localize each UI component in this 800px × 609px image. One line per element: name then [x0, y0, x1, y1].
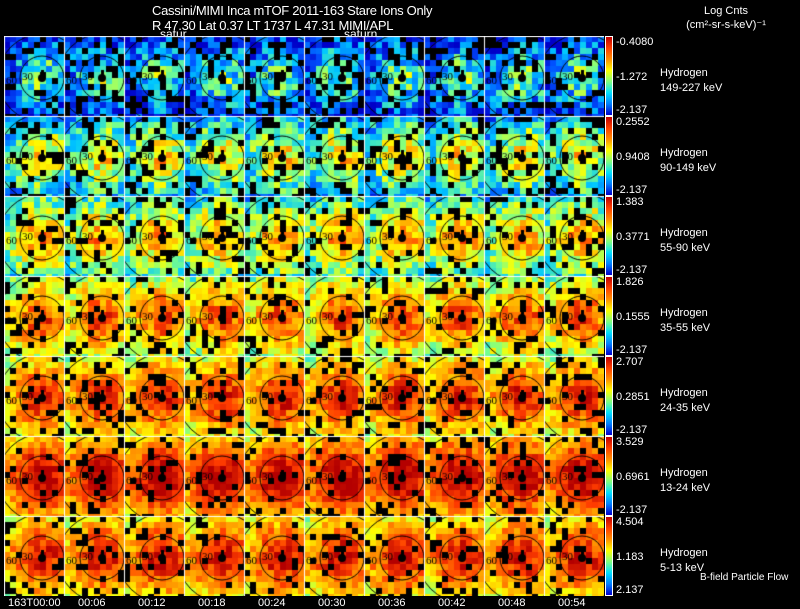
- color-bar: [605, 116, 613, 196]
- color-bar-max: 0.2552: [616, 116, 650, 128]
- color-bar-min: 2.137: [616, 584, 644, 596]
- plot-title: Cassini/MIMI Inca mTOF 2011-163 Stare Io…: [152, 3, 433, 18]
- x-tick-label: 00:36: [378, 597, 406, 609]
- ephemeris-line: R 47.30 Lat 0.37 LT 1737 L 47.31 MIMI/AP…: [152, 18, 394, 33]
- x-tick-label: 163T00:00: [8, 597, 61, 609]
- x-tick-label: 00:54: [558, 597, 586, 609]
- x-tick-label: 00:48: [498, 597, 526, 609]
- color-bar-mid: 0.6961: [616, 471, 650, 483]
- row-species-label: Hydrogen: [660, 147, 708, 159]
- units-label: Log Cnts (cm²-sr-s-keV)⁻¹: [666, 4, 786, 32]
- color-bar: [605, 436, 613, 516]
- color-bar: [605, 356, 613, 436]
- row-species-label: Hydrogen: [660, 547, 708, 559]
- row-species-label: Hydrogen: [660, 387, 708, 399]
- x-tick-label: 00:30: [318, 597, 346, 609]
- row-energy-label: 90-149 keV: [660, 162, 717, 174]
- x-tick-label: 00:06: [78, 597, 106, 609]
- color-bar: [605, 196, 613, 276]
- units-line1: Log Cnts: [703, 5, 749, 17]
- row-energy-label: 24-35 keV: [660, 402, 711, 414]
- color-bar-min: -2.137: [616, 504, 648, 516]
- x-tick-label: 00:18: [198, 597, 226, 609]
- color-bar: [605, 516, 613, 596]
- x-tick-label: 00:42: [438, 597, 466, 609]
- color-bar: [605, 36, 613, 116]
- x-tick-label: 00:24: [258, 597, 286, 609]
- color-bar-mid: 1.183: [616, 551, 644, 563]
- color-bar-mid: 0.1555: [616, 311, 650, 323]
- image-grid: [4, 36, 604, 596]
- footer-note: B-field Particle Flow: [700, 572, 789, 583]
- color-bar-max: 1.383: [616, 196, 644, 208]
- row-energy-label: 55-90 keV: [660, 242, 711, 254]
- color-bar-mid: -1.272: [616, 71, 648, 83]
- row-species-label: Hydrogen: [660, 307, 708, 319]
- units-line2: (cm²-sr-s-keV)⁻¹: [686, 19, 766, 31]
- color-bar-min: -2.137: [616, 184, 648, 196]
- row-species-label: Hydrogen: [660, 67, 708, 79]
- color-bar-min: -2.137: [616, 344, 648, 356]
- color-bar-mid: 0.9408: [616, 151, 650, 163]
- color-bar-max: 2.707: [616, 356, 644, 368]
- color-bar-min: -2.137: [616, 264, 648, 276]
- color-bar-mid: 0.2851: [616, 391, 650, 403]
- row-species-label: Hydrogen: [660, 227, 708, 239]
- x-tick-label: 00:12: [138, 597, 166, 609]
- color-bar-max: 4.504: [616, 516, 644, 528]
- color-bar-max: 3.529: [616, 436, 644, 448]
- color-bar-min: -2.137: [616, 424, 648, 436]
- row-energy-label: 5-13 keV: [660, 562, 705, 574]
- row-energy-label: 35-55 keV: [660, 322, 711, 334]
- row-species-label: Hydrogen: [660, 467, 708, 479]
- color-bar-max: -0.4080: [616, 36, 654, 48]
- color-bar-mid: 0.3771: [616, 231, 650, 243]
- color-bar-max: 1.826: [616, 276, 644, 288]
- row-energy-label: 149-227 keV: [660, 82, 723, 94]
- row-energy-label: 13-24 keV: [660, 482, 711, 494]
- color-bar: [605, 276, 613, 356]
- color-bar-min: -2.137: [616, 104, 648, 116]
